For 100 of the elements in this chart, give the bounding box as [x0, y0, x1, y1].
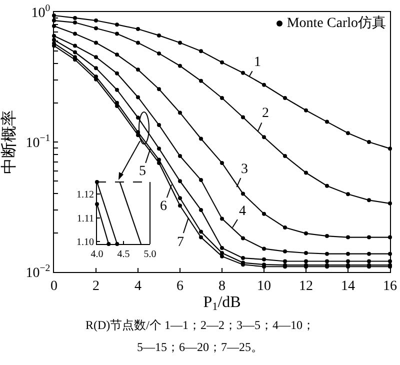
point: [73, 16, 77, 20]
x-tick-label: 0: [50, 278, 58, 294]
point: [115, 71, 119, 76]
point: [178, 64, 182, 68]
annotation: 6: [160, 199, 167, 214]
point: [325, 252, 329, 256]
point: [136, 95, 140, 100]
point: [220, 246, 224, 250]
point: [325, 120, 329, 124]
point: [346, 131, 350, 136]
point: [199, 49, 203, 54]
point: [73, 32, 77, 36]
point: [94, 18, 98, 23]
point: [136, 27, 140, 31]
point: [241, 192, 245, 196]
point: [136, 68, 140, 72]
point: [199, 235, 203, 240]
point: [304, 251, 308, 255]
point: [94, 55, 98, 60]
x-tick-label: 12: [299, 278, 313, 294]
point: [220, 96, 224, 100]
point: [346, 235, 350, 240]
point: [115, 32, 119, 36]
point: [262, 82, 266, 87]
point: [304, 170, 308, 175]
point: [178, 179, 182, 184]
y-axis-title: 中断概率: [0, 110, 18, 174]
point: [199, 208, 203, 212]
point: [136, 116, 140, 120]
x-tick-label: 2: [92, 278, 100, 294]
point: [262, 212, 266, 216]
point: [178, 154, 182, 158]
point: [367, 252, 371, 256]
point: [178, 196, 182, 200]
x-axis-title: P$_{1}$/dB: [203, 294, 241, 314]
point: [157, 123, 161, 128]
point: [241, 115, 245, 120]
point: [115, 52, 119, 57]
x-tick-label: 4: [134, 278, 142, 294]
point: [325, 184, 329, 188]
x-tick-label: 6: [176, 278, 184, 294]
point: [304, 231, 308, 236]
point: [94, 66, 98, 70]
annotation: 5: [139, 164, 146, 179]
point: [199, 178, 203, 182]
point: [283, 249, 287, 254]
point: [346, 259, 350, 264]
point: [262, 257, 266, 262]
x-tick-label: 14: [341, 278, 355, 294]
point: [178, 110, 182, 115]
x-tick-label: 4.0: [90, 249, 104, 260]
point: [283, 96, 287, 100]
point: [94, 26, 98, 30]
point: [241, 236, 245, 240]
point: [157, 33, 161, 38]
x-tick-label: 16: [383, 278, 397, 294]
x-tick-label: 4.5: [117, 249, 130, 260]
point: [178, 204, 182, 208]
point: [199, 230, 203, 234]
point: [283, 259, 287, 264]
x-tick-label: 8: [218, 278, 226, 294]
point: [220, 251, 224, 255]
point: [115, 104, 119, 108]
point: [367, 259, 371, 264]
annotation: 3: [241, 162, 248, 177]
x-tick-label: 10: [257, 278, 271, 294]
point: [136, 40, 140, 45]
point: [241, 70, 245, 75]
text: 5—15；6—20；7—25。: [136, 339, 264, 356]
point: [178, 40, 182, 45]
text: R(D)节点数/个 1—1；2—2；3—5；4—10；: [84, 317, 316, 334]
point: [241, 256, 245, 260]
point: [220, 254, 224, 258]
point: [199, 78, 203, 83]
point: [220, 216, 224, 221]
y-tick-label: 1.12: [76, 189, 94, 200]
y-tick-label: 10$^{−2}$: [26, 263, 50, 281]
point: [220, 60, 224, 64]
point: [283, 225, 287, 230]
y-tick-label: 1.11: [76, 213, 94, 224]
annotation: 4: [239, 204, 246, 219]
annotation: Monte Carlo仿真: [286, 14, 386, 32]
point: [94, 40, 98, 45]
y-tick-label: 1.10: [76, 237, 94, 248]
point: [367, 198, 371, 202]
point: [73, 44, 77, 48]
point: [115, 88, 119, 92]
point: [199, 136, 203, 141]
point: [325, 259, 329, 264]
y-tick-label: 10$^{0}$: [31, 3, 50, 21]
point: [346, 192, 350, 196]
point: [157, 87, 161, 92]
point: [157, 51, 161, 56]
point: [73, 50, 77, 54]
point: [346, 252, 350, 256]
y-tick-label: 10$^{−1}$: [26, 133, 50, 151]
point: [157, 146, 161, 151]
point: [262, 135, 266, 140]
point: [304, 108, 308, 112]
point: [367, 140, 371, 144]
